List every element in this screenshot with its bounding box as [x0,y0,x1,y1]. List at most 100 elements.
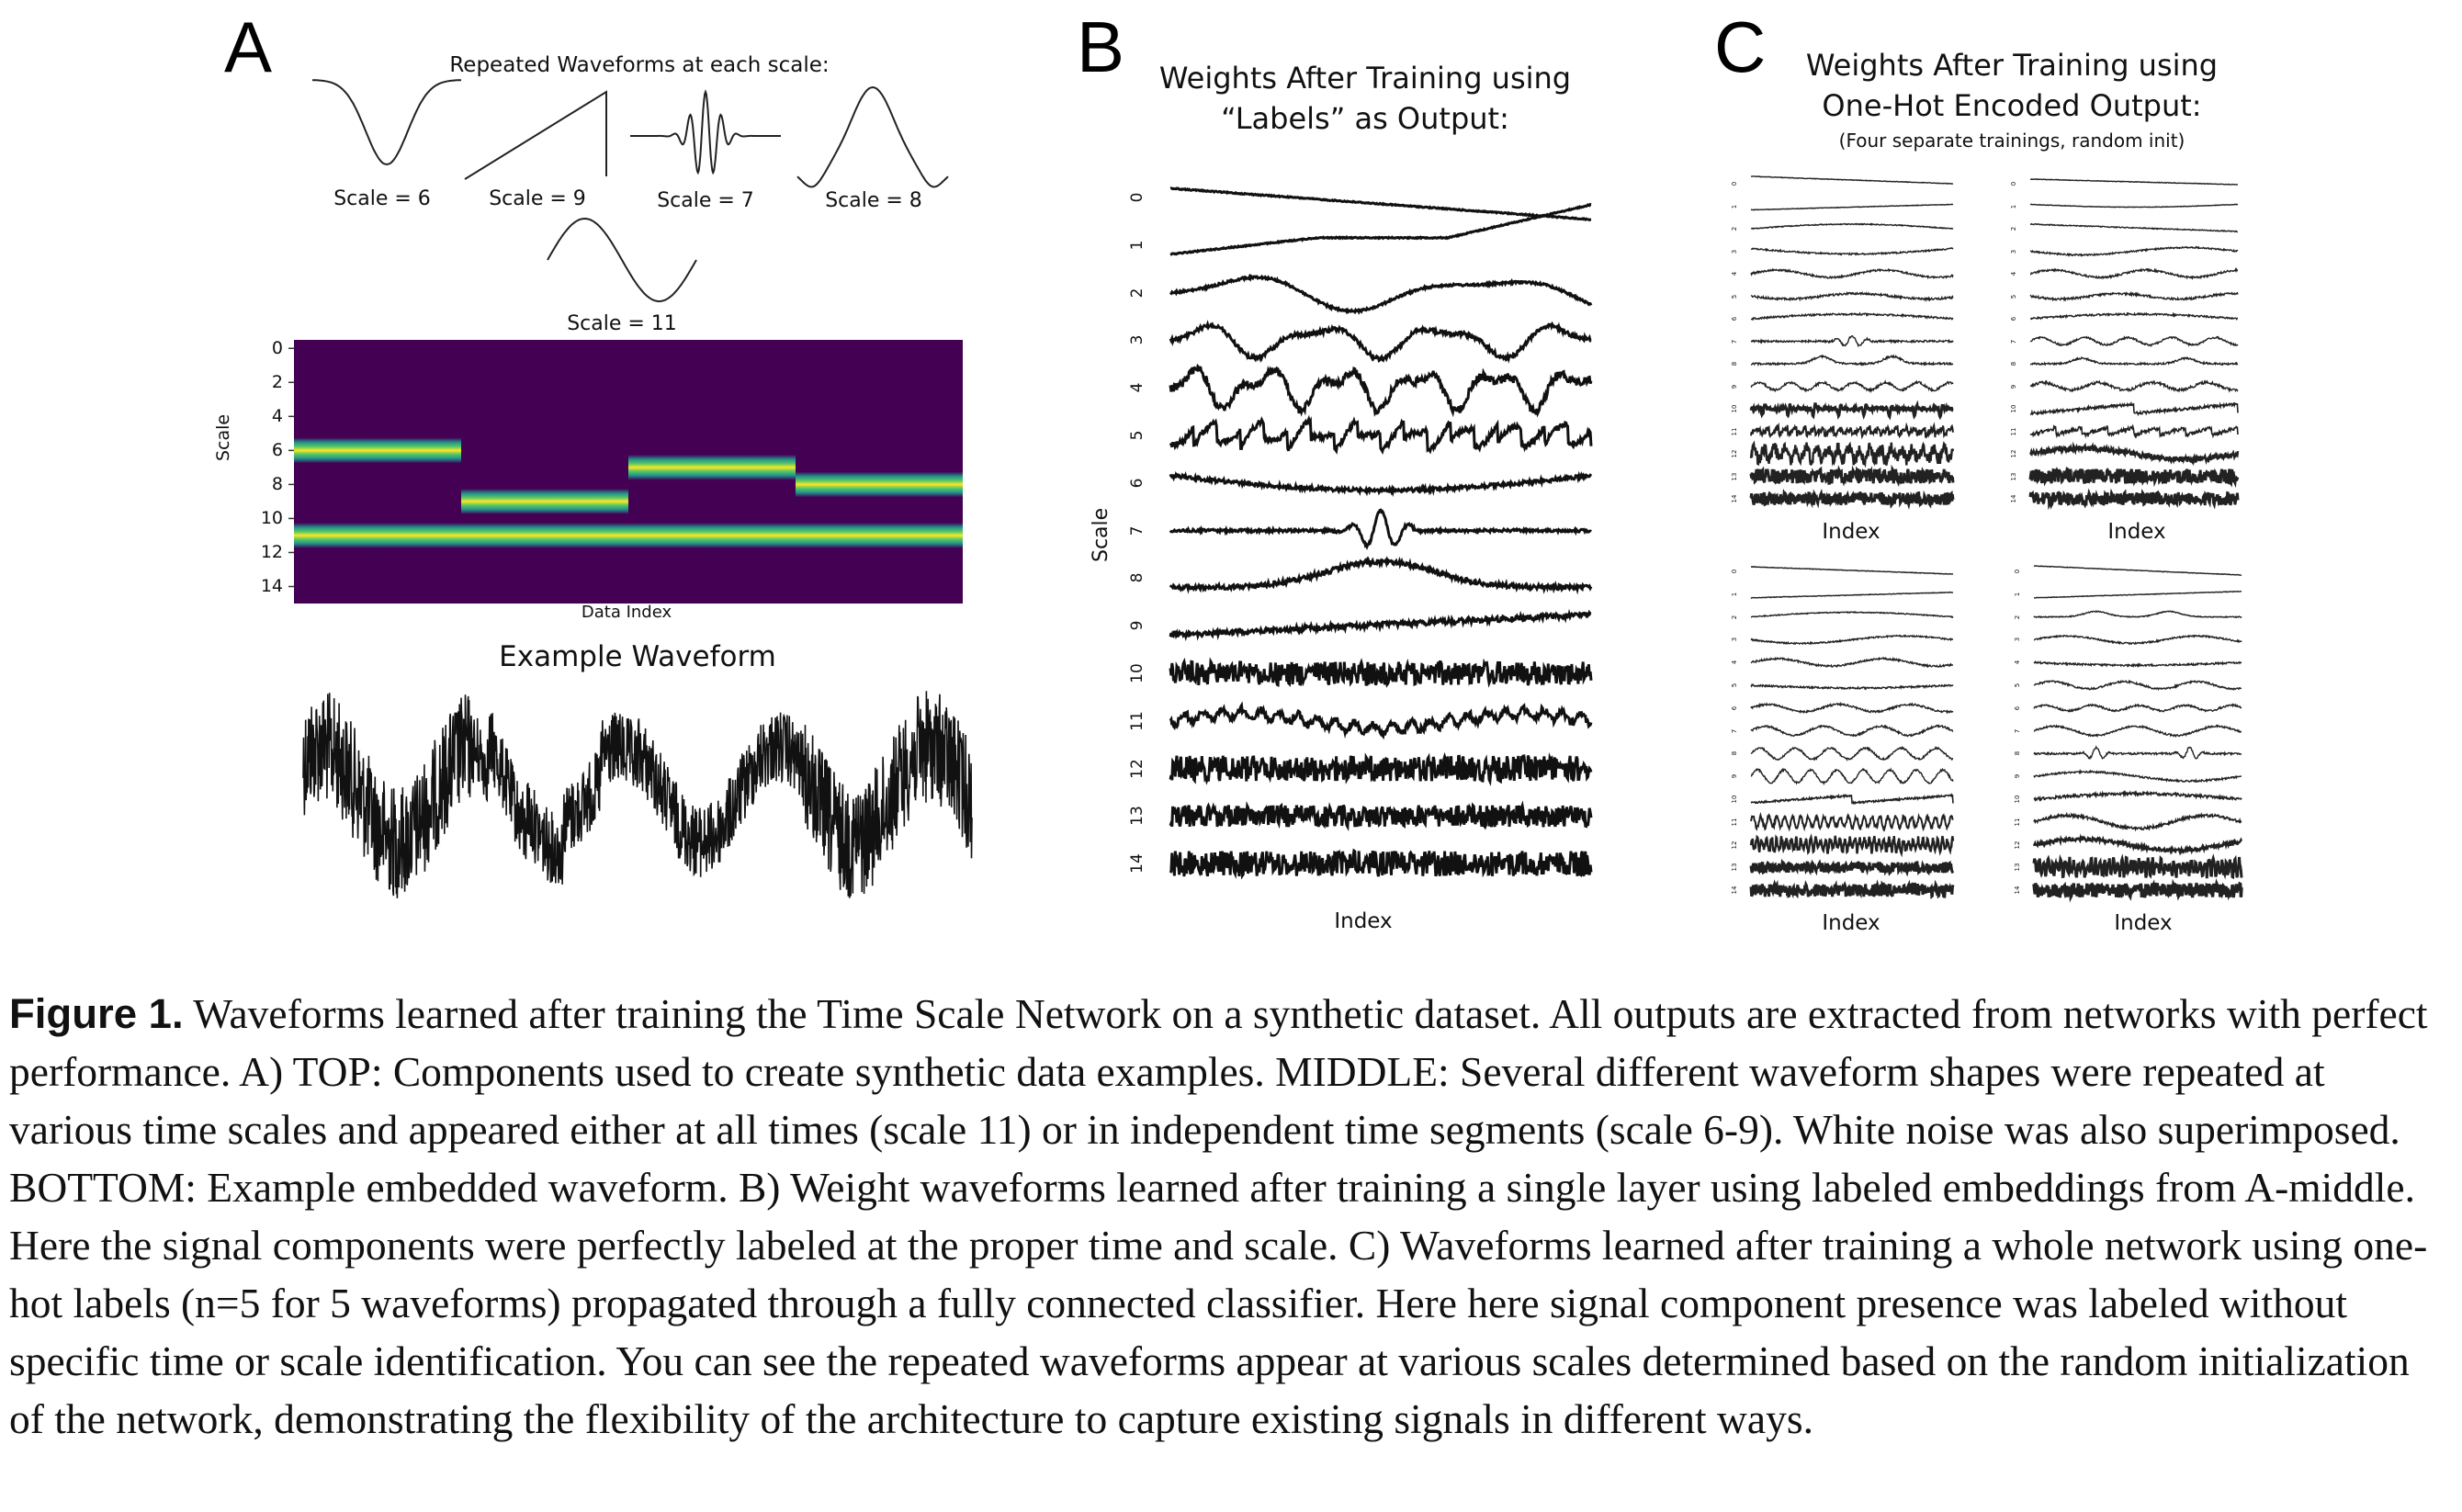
panel-c-trace-3-scale-13 [1749,858,1955,877]
panel-c-row-label: 8 [2010,361,2017,367]
panel-c-xlabel-top-left: Index [1822,520,1880,544]
component-label-scale-11: Scale = 11 [567,312,677,335]
panel-c-row-label: 7 [2014,728,2021,733]
panel-c-trace-3-scale-8 [1750,745,1954,762]
panel-b-row-label: 12 [1128,758,1146,779]
panel-c-row-label: 10 [1731,795,1738,804]
panel-c-row-label: 11 [2014,818,2021,827]
panel-c-row-label: 11 [2010,427,2017,435]
panel-b-ylabel: Scale [1090,507,1112,562]
panel-c-trace-1-scale-1 [1750,203,1953,211]
gaussian-peak-icon [796,85,949,188]
panel-c-trace-3-scale-9 [1750,767,1954,786]
panel-c-row-label: 14 [1731,886,1738,895]
panel-b-weight-traces [1169,186,1593,880]
panel-c-trace-2-scale-13 [2028,466,2240,489]
panel-c-trace-3-scale-12 [1749,833,1955,858]
gaussian-dip-icon [312,79,461,166]
panel-b-row-label: 8 [1128,572,1146,583]
panel-c-trace-2-scale-5 [2029,290,2239,302]
panel-c-row-label: 5 [2010,294,2017,299]
panel-b-trace-scale-0 [1169,186,1592,222]
panel-c-row-label: 7 [1731,728,1738,733]
panel-c-trace-2-scale-7 [2029,335,2239,347]
heatmap-ylabel: Scale [213,413,233,461]
panel-b-trace-scale-3 [1169,320,1592,364]
panel-c-trace-3-scale-7 [1750,723,1954,738]
panel-c-row-label: 3 [2010,249,2017,254]
panel-c-xlabel-bottom-left: Index [1822,911,1880,935]
panel-c-trace-1-scale-9 [1750,379,1954,394]
panel-b-trace-scale-13 [1169,800,1593,831]
panel-c-trace-3-scale-10 [1750,793,1954,806]
panel-c-trace-3-scale-5 [1750,683,1954,691]
panel-c-trace-4-scale-14 [2032,877,2243,903]
panel-c-row-label: 14 [2014,886,2021,895]
panel-c-trace-4-scale-6 [2033,703,2242,713]
panel-c-row-label: 1 [1731,592,1738,597]
panel-b-row-label: 10 [1128,663,1146,683]
heatmap-band-scale-11 [294,523,963,548]
panel-c-weight-traces [1749,175,2243,903]
panel-c-row-label: 7 [2010,339,2017,344]
panel-c-row-label: 1 [2014,592,2021,597]
panel-c-trace-2-scale-4 [2029,267,2239,281]
panel-b-row-label: 6 [1128,478,1146,489]
panel-c-row-label: 1 [1731,204,1738,209]
panel-c-trace-1-scale-10 [1749,400,1954,421]
panel-c-trace-1-scale-4 [1750,267,1954,280]
panel-b-row-label: 9 [1128,620,1146,631]
panel-b-row-label: 4 [1128,382,1146,393]
panel-c-row-label: 4 [2010,271,2017,276]
heatmap-ytick-label: 4 [271,406,283,427]
panel-c-row-label: 13 [1731,472,1738,480]
component-label-scale-8: Scale = 8 [825,189,922,212]
panel-b-row-label: 2 [1128,288,1146,299]
panel-a-letter: A [224,6,273,87]
panel-c-subtitle: (Four separate trainings, random init) [1838,130,2185,152]
caption-text: Waveforms learned after training the Tim… [9,990,2428,1442]
heatmap-ytick-label: 10 [260,508,283,529]
panel-c-row-label: 9 [2014,773,2021,779]
panel-c-xlabel-bottom-right: Index [2114,911,2173,935]
panel-c-row-label: 6 [2014,705,2021,711]
panel-b-title-line1: Weights After Training using [1158,61,1572,96]
panel-c-row-label: 12 [2014,841,2021,850]
panel-c-row-label: 5 [1731,294,1738,299]
panel-b-trace-scale-12 [1169,751,1593,786]
panel-c-trace-4-scale-0 [2033,565,2242,576]
panel-c-row-label: 12 [1731,449,1738,458]
panel-c-letter: C [1714,6,1767,87]
panel-c-row-label: 4 [1731,271,1738,276]
panel-c-row-label: 5 [1731,683,1738,688]
components-title: Repeated Waveforms at each scale: [449,53,830,77]
panel-c-trace-1-scale-7 [1750,334,1954,348]
panel-c-trace-3-scale-4 [1750,656,1954,669]
example-waveform-trace [302,691,973,898]
panel-c-row-label: 11 [1731,427,1738,435]
heatmap-ytick-label: 0 [271,338,283,359]
panel-c-trace-2-scale-6 [2030,311,2239,321]
panel-c-trace-4-scale-7 [2033,724,2242,739]
heatmap-xlabel: Data Index [581,603,672,622]
panel-c-row-label: 12 [1731,841,1738,850]
panel-c-row-label: 8 [2014,751,2021,756]
panel-b-trace-scale-2 [1169,273,1593,315]
panel-c-trace-1-scale-11 [1750,422,1954,440]
heatmap-ytick-label: 2 [271,372,283,393]
panel-c-trace-2-scale-10 [2029,401,2239,417]
heatmap-band-scale-9 [461,489,628,514]
heatmap-band-scale-7 [628,454,796,480]
figure-caption: Figure 1. Waveforms learned after traini… [9,985,2453,1448]
panel-c-trace-2-scale-1 [2029,203,2239,209]
panel-c-row-label: 0 [2014,569,2021,574]
panel-c-row-label: 3 [1731,638,1738,642]
panel-c-row-label: 10 [1731,404,1738,413]
panel-c-trace-3-scale-2 [1750,610,1954,619]
panel-c-trace-1-scale-2 [1750,222,1954,231]
panel-c-row-label: 4 [1731,660,1738,665]
panel-c-trace-2-scale-11 [2029,423,2239,439]
panel-c-trace-4-scale-2 [2033,610,2242,619]
component-label-scale-6: Scale = 6 [333,187,431,210]
panel-b-trace-scale-14 [1169,848,1593,880]
